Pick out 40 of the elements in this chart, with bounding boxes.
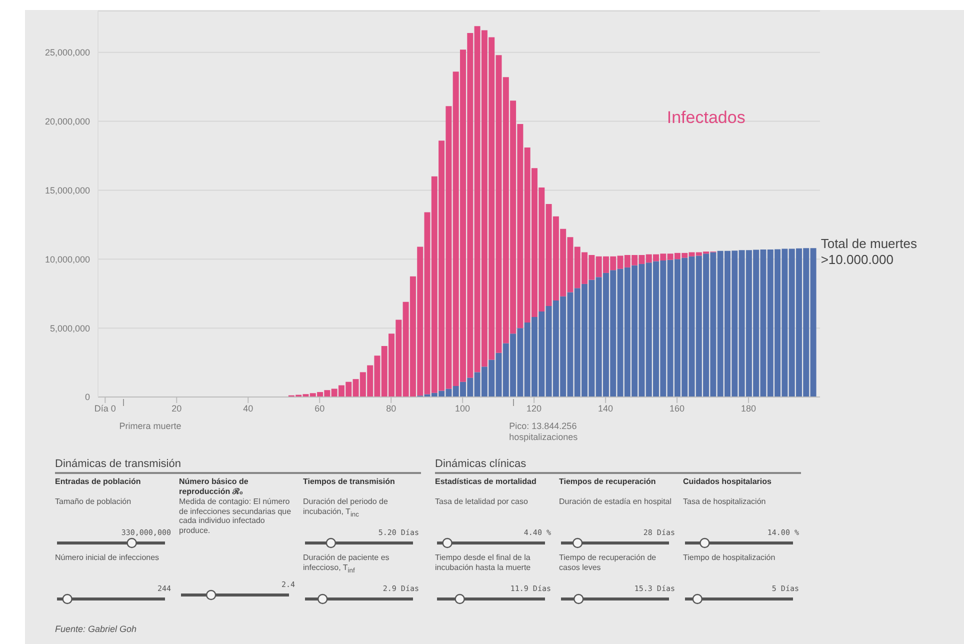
text: Tasa de hospitalización <box>683 497 766 506</box>
y-tick-label: 25,000,000 <box>44 48 90 58</box>
text: Tamaño de población <box>55 497 132 506</box>
text: Medida de contagio: El número de infecciones secundarias que cada individuo infectado produce. <box>179 497 292 534</box>
text: Tiempo de hospitalización <box>683 553 776 562</box>
text: Entradas de población <box>55 477 142 488</box>
text: Infectados <box>666 108 746 128</box>
y-tick-label: 15,000,000 <box>44 185 90 196</box>
x-tick-label: 40 <box>243 403 254 414</box>
text: Pico: 13.844.256 hospitalizaciones <box>509 421 579 443</box>
text: Número básico de reproducción ℛ₀ <box>179 477 250 497</box>
source-note: Fuente: Gabriel Goh <box>55 624 137 634</box>
text: Estadísticas de mortalidad <box>435 477 538 488</box>
series-label: Total de muertes >10.000.000 <box>820 236 918 268</box>
x-tick-label: 100 <box>455 403 470 414</box>
text: Tiempos de transmisión <box>303 477 396 488</box>
y-tick-label: 10,000,000 <box>44 254 90 264</box>
text: Duración de paciente es infeccioso, T$_{inf}$ <box>303 553 390 574</box>
text: Tiempo desde el final de la incubación hasta la muerte <box>435 553 531 572</box>
text: Duración de estadía en hospital <box>559 497 672 506</box>
x-tick-label: 160 <box>670 403 685 414</box>
text: Duración del periodo de incubación, T$_{inc}$ <box>303 497 388 518</box>
x-tick-label: 180 <box>741 403 756 414</box>
x-tick-label: 60 <box>314 403 325 414</box>
y-tick-label: 5,000,000 <box>50 323 90 334</box>
text: Dinámicas de transmisión <box>55 458 421 474</box>
y-tick-label: 20,000,000 <box>44 116 90 126</box>
x-tick-label: 120 <box>526 403 542 414</box>
x-tick-label: 20 <box>172 403 182 414</box>
text: Cuidados hospitalarios <box>683 477 772 488</box>
text: Dinámicas clínicas <box>435 458 801 474</box>
x-tick-label: 140 <box>598 403 614 414</box>
text: Tasa de letalidad por caso <box>435 497 528 506</box>
y-tick-label: 0 <box>84 392 90 402</box>
x-tick-label: Día 0 <box>94 403 116 414</box>
text: Número inicial de infecciones <box>55 553 160 562</box>
x-tick-label: 80 <box>386 403 396 414</box>
text: Tiempo de recuperación de casos leves <box>559 553 656 572</box>
text: Primera muerte <box>119 421 182 432</box>
text: Tiempos de recuperación <box>559 477 657 488</box>
